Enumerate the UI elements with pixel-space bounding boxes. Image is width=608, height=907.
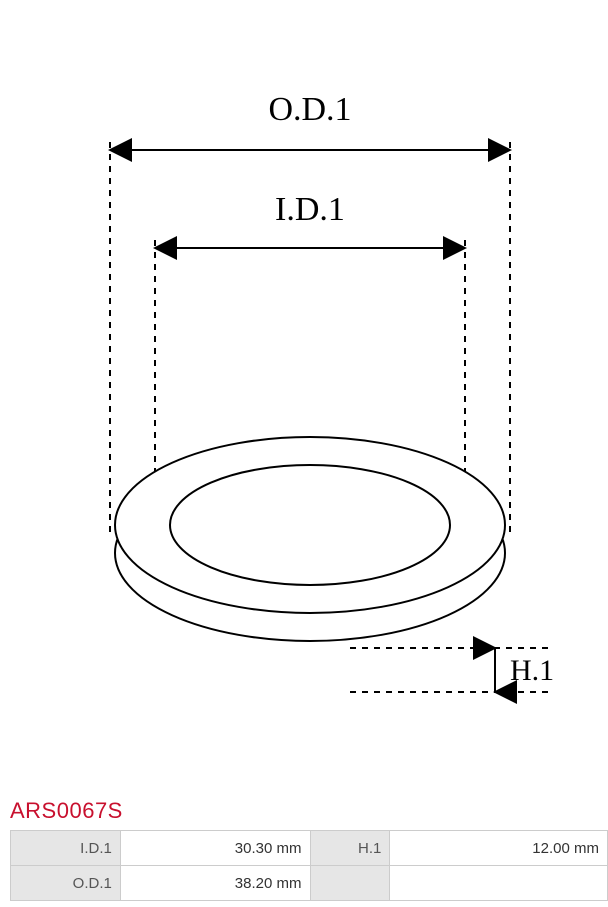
table-row: O.D.1 38.20 mm: [11, 866, 608, 901]
dim-label-id1: I.D.1: [11, 831, 121, 866]
part-number: ARS0067S: [10, 798, 608, 824]
dimension-diagram: O.D.1 I.D.1 H.1: [0, 0, 608, 790]
h1-label: H.1: [510, 654, 554, 687]
dim-value-id1: 30.30 mm: [120, 831, 310, 866]
od1-label: O.D.1: [268, 91, 351, 128]
dim-label-h1: H.1: [310, 831, 390, 866]
dimensions-table: I.D.1 30.30 mm H.1 12.00 mm O.D.1 38.20 …: [10, 830, 608, 901]
diagram-svg: O.D.1 I.D.1 H.1: [50, 80, 570, 740]
id1-label: I.D.1: [275, 191, 345, 228]
dim-label-empty: [310, 866, 390, 901]
dim-value-empty: [390, 866, 608, 901]
ring-inner: [170, 465, 450, 585]
table-row: I.D.1 30.30 mm H.1 12.00 mm: [11, 831, 608, 866]
dim-label-od1: O.D.1: [11, 866, 121, 901]
dim-value-od1: 38.20 mm: [120, 866, 310, 901]
dim-value-h1: 12.00 mm: [390, 831, 608, 866]
